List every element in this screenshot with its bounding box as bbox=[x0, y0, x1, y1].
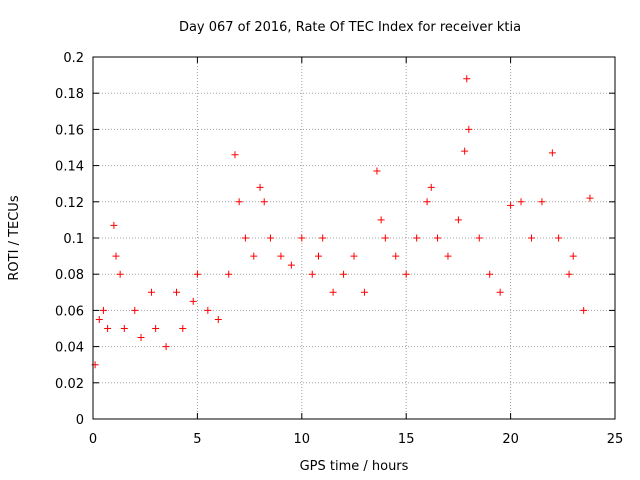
y-tick-label: 0 bbox=[76, 413, 84, 428]
data-point bbox=[231, 151, 239, 159]
data-point bbox=[465, 125, 473, 133]
data-point bbox=[360, 288, 368, 296]
data-point bbox=[256, 183, 264, 191]
data-point bbox=[99, 306, 107, 314]
data-point bbox=[225, 270, 233, 278]
y-tick-label: 0.06 bbox=[55, 304, 84, 319]
data-point bbox=[120, 325, 128, 332]
x-tick-label: 25 bbox=[607, 432, 624, 447]
data-point bbox=[496, 288, 504, 296]
data-point bbox=[373, 167, 381, 175]
data-point bbox=[340, 270, 348, 278]
y-tick-label: 0.16 bbox=[55, 123, 84, 138]
data-point bbox=[565, 270, 573, 278]
data-point bbox=[569, 252, 577, 260]
x-tick-label: 0 bbox=[89, 432, 97, 447]
data-point bbox=[277, 252, 285, 260]
data-point bbox=[580, 306, 588, 314]
data-point bbox=[586, 194, 594, 202]
data-point bbox=[250, 252, 258, 260]
data-point bbox=[538, 198, 546, 206]
data-point bbox=[527, 234, 535, 242]
data-point bbox=[475, 234, 483, 242]
data-point bbox=[214, 315, 222, 323]
data-point bbox=[461, 147, 469, 155]
data-point bbox=[116, 270, 124, 278]
data-point bbox=[329, 288, 337, 296]
data-point bbox=[486, 270, 494, 278]
y-tick-label: 0.18 bbox=[55, 87, 84, 102]
y-tick-label: 0.1 bbox=[63, 232, 84, 247]
data-point bbox=[308, 270, 316, 278]
grid-lines bbox=[93, 57, 615, 419]
data-point bbox=[104, 325, 112, 332]
data-point bbox=[152, 325, 160, 332]
data-point bbox=[507, 201, 515, 209]
data-point bbox=[131, 306, 139, 314]
data-point bbox=[298, 234, 306, 242]
data-point bbox=[95, 315, 103, 323]
data-point bbox=[427, 183, 435, 191]
plot-frame bbox=[92, 56, 616, 420]
data-point bbox=[402, 270, 410, 278]
data-point bbox=[392, 252, 400, 260]
y-tick-label: 0.14 bbox=[55, 160, 84, 175]
y-tick-label: 0.04 bbox=[55, 341, 84, 356]
data-point bbox=[517, 198, 525, 206]
data-point bbox=[555, 234, 563, 242]
data-point bbox=[137, 334, 145, 342]
data-point bbox=[315, 252, 323, 260]
data-point bbox=[413, 234, 421, 242]
x-tick-label: 15 bbox=[398, 432, 415, 447]
x-tick-label: 10 bbox=[294, 432, 311, 447]
axis-ticks: 0 5 10 15 20 25 0 0.02 0.04 0.06 0.08 0.1 0.12 0.14 0.… bbox=[55, 51, 623, 447]
data-point bbox=[350, 252, 358, 260]
data-point bbox=[241, 234, 249, 242]
data-point bbox=[463, 75, 471, 83]
y-tick-label: 0.2 bbox=[63, 51, 84, 66]
x-tick-label: 5 bbox=[193, 432, 201, 447]
data-point bbox=[381, 234, 389, 242]
data-point bbox=[179, 325, 187, 332]
chart-title: Day 067 of 2016, Rate Of TEC Index for r… bbox=[179, 20, 521, 35]
data-point bbox=[454, 216, 462, 224]
data-point bbox=[193, 270, 201, 278]
x-axis-label: GPS time / hours bbox=[300, 459, 409, 474]
data-point bbox=[548, 149, 556, 157]
data-point bbox=[434, 234, 442, 242]
y-tick-label: 0.08 bbox=[55, 268, 84, 283]
data-point bbox=[204, 306, 212, 314]
data-point bbox=[162, 343, 170, 351]
data-point bbox=[260, 198, 268, 206]
data-point bbox=[147, 288, 155, 296]
data-point bbox=[112, 252, 120, 260]
data-point bbox=[266, 234, 274, 242]
x-tick-label: 20 bbox=[502, 432, 519, 447]
data-point bbox=[110, 221, 118, 229]
data-point bbox=[377, 216, 385, 224]
y-tick-label: 0.12 bbox=[55, 196, 84, 211]
data-point bbox=[235, 198, 243, 206]
data-point bbox=[423, 198, 431, 206]
data-point bbox=[319, 234, 327, 242]
y-axis-label: ROTI / TECUs bbox=[7, 195, 22, 280]
data-point bbox=[189, 297, 197, 305]
data-point bbox=[444, 252, 452, 260]
y-tick-label: 0.02 bbox=[55, 377, 84, 392]
data-point bbox=[287, 261, 295, 269]
data-point bbox=[173, 288, 181, 296]
data-points bbox=[91, 75, 594, 369]
